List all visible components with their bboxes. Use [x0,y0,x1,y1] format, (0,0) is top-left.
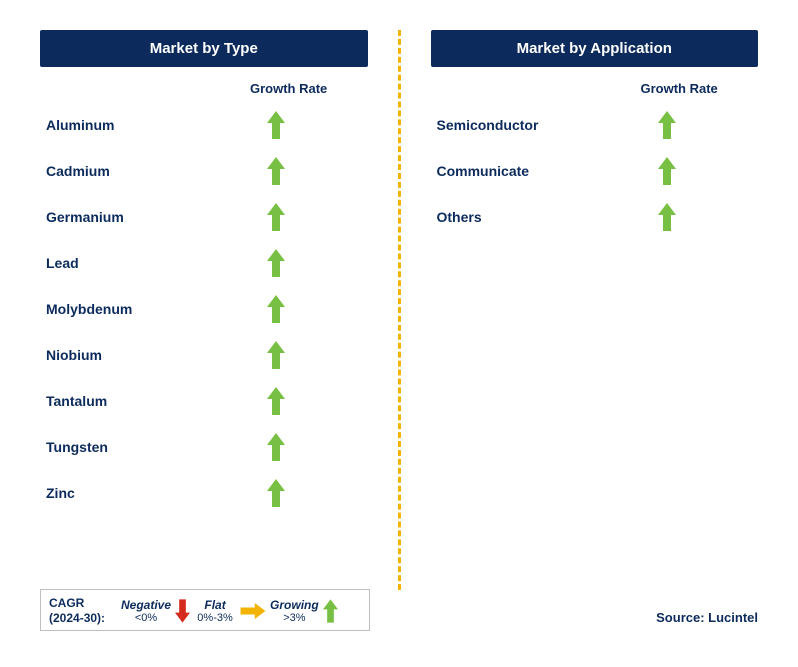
arrow-up-icon [267,387,285,415]
arrow-up-icon [267,341,285,369]
legend-flat: Flat 0%-3% [194,598,236,624]
left-rows: Aluminum Cadmium Germanium Lead Molybden… [40,102,368,516]
right-column: Market by Application Growth Rate Semico… [401,30,759,590]
market-row-label: Semiconductor [431,117,627,133]
arrow-up-icon [267,295,285,323]
right-growth-label: Growth Rate [431,81,759,96]
arrow-up-icon [658,203,676,231]
market-row: Zinc [40,470,368,516]
market-row-label: Communicate [431,163,627,179]
market-row-label: Others [431,209,627,225]
columns-container: Market by Type Growth Rate Aluminum Cadm… [40,30,758,590]
legend-flat-range: 0%-3% [197,612,232,624]
legend-negative-label: Negative [121,598,171,612]
market-row: Communicate [431,148,759,194]
legend-title-line1: CAGR [49,596,84,610]
market-row: Lead [40,240,368,286]
arrow-up-icon [658,157,676,185]
arrow-up-icon [658,111,676,139]
legend-growing: Growing >3% [270,598,319,624]
legend-growing-label: Growing [270,598,319,612]
arrow-up-icon [267,249,285,277]
arrow-up-icon [267,157,285,185]
growth-arrow-cell [236,387,316,415]
arrow-right-icon [240,603,266,619]
right-rows: Semiconductor Communicate Others [431,102,759,240]
arrow-up-icon [323,599,338,623]
market-row-label: Molybdenum [40,301,236,317]
market-row: Germanium [40,194,368,240]
growth-arrow-cell [236,111,316,139]
legend-growing-range: >3% [283,612,305,624]
legend-negative: Negative <0% [121,598,171,624]
arrow-up-icon [267,111,285,139]
arrow-down-icon [175,599,190,623]
market-row: Molybdenum [40,286,368,332]
legend-title: CAGR (2024-30): [49,596,119,626]
growth-arrow-cell [236,249,316,277]
growth-arrow-cell [236,203,316,231]
market-row-label: Tantalum [40,393,236,409]
market-row-label: Zinc [40,485,236,501]
market-row-label: Aluminum [40,117,236,133]
arrow-up-icon [267,479,285,507]
growth-arrow-cell [627,111,707,139]
market-row-label: Cadmium [40,163,236,179]
market-row-label: Niobium [40,347,236,363]
legend-box: CAGR (2024-30): Negative <0% Flat 0%-3% … [40,589,370,631]
market-row: Niobium [40,332,368,378]
market-row: Aluminum [40,102,368,148]
arrow-up-icon [267,433,285,461]
market-row: Others [431,194,759,240]
growth-arrow-cell [236,479,316,507]
market-row: Tantalum [40,378,368,424]
growth-arrow-cell [236,433,316,461]
market-row: Cadmium [40,148,368,194]
left-header: Market by Type [40,30,368,67]
market-row: Semiconductor [431,102,759,148]
market-row-label: Tungsten [40,439,236,455]
growth-arrow-cell [627,157,707,185]
right-header: Market by Application [431,30,759,67]
source-label: Source: Lucintel [656,610,758,625]
market-row-label: Germanium [40,209,236,225]
market-row-label: Lead [40,255,236,271]
growth-arrow-cell [236,295,316,323]
left-growth-label: Growth Rate [40,81,368,96]
arrow-down-icon [175,599,190,623]
arrow-right-icon [240,603,266,619]
growth-arrow-cell [236,157,316,185]
arrow-up-icon [323,599,338,623]
arrow-up-icon [267,203,285,231]
left-column: Market by Type Growth Rate Aluminum Cadm… [40,30,398,590]
market-row: Tungsten [40,424,368,470]
legend-title-line2: (2024-30): [49,611,105,625]
legend-negative-range: <0% [135,612,157,624]
growth-arrow-cell [627,203,707,231]
legend-flat-label: Flat [204,598,225,612]
growth-arrow-cell [236,341,316,369]
